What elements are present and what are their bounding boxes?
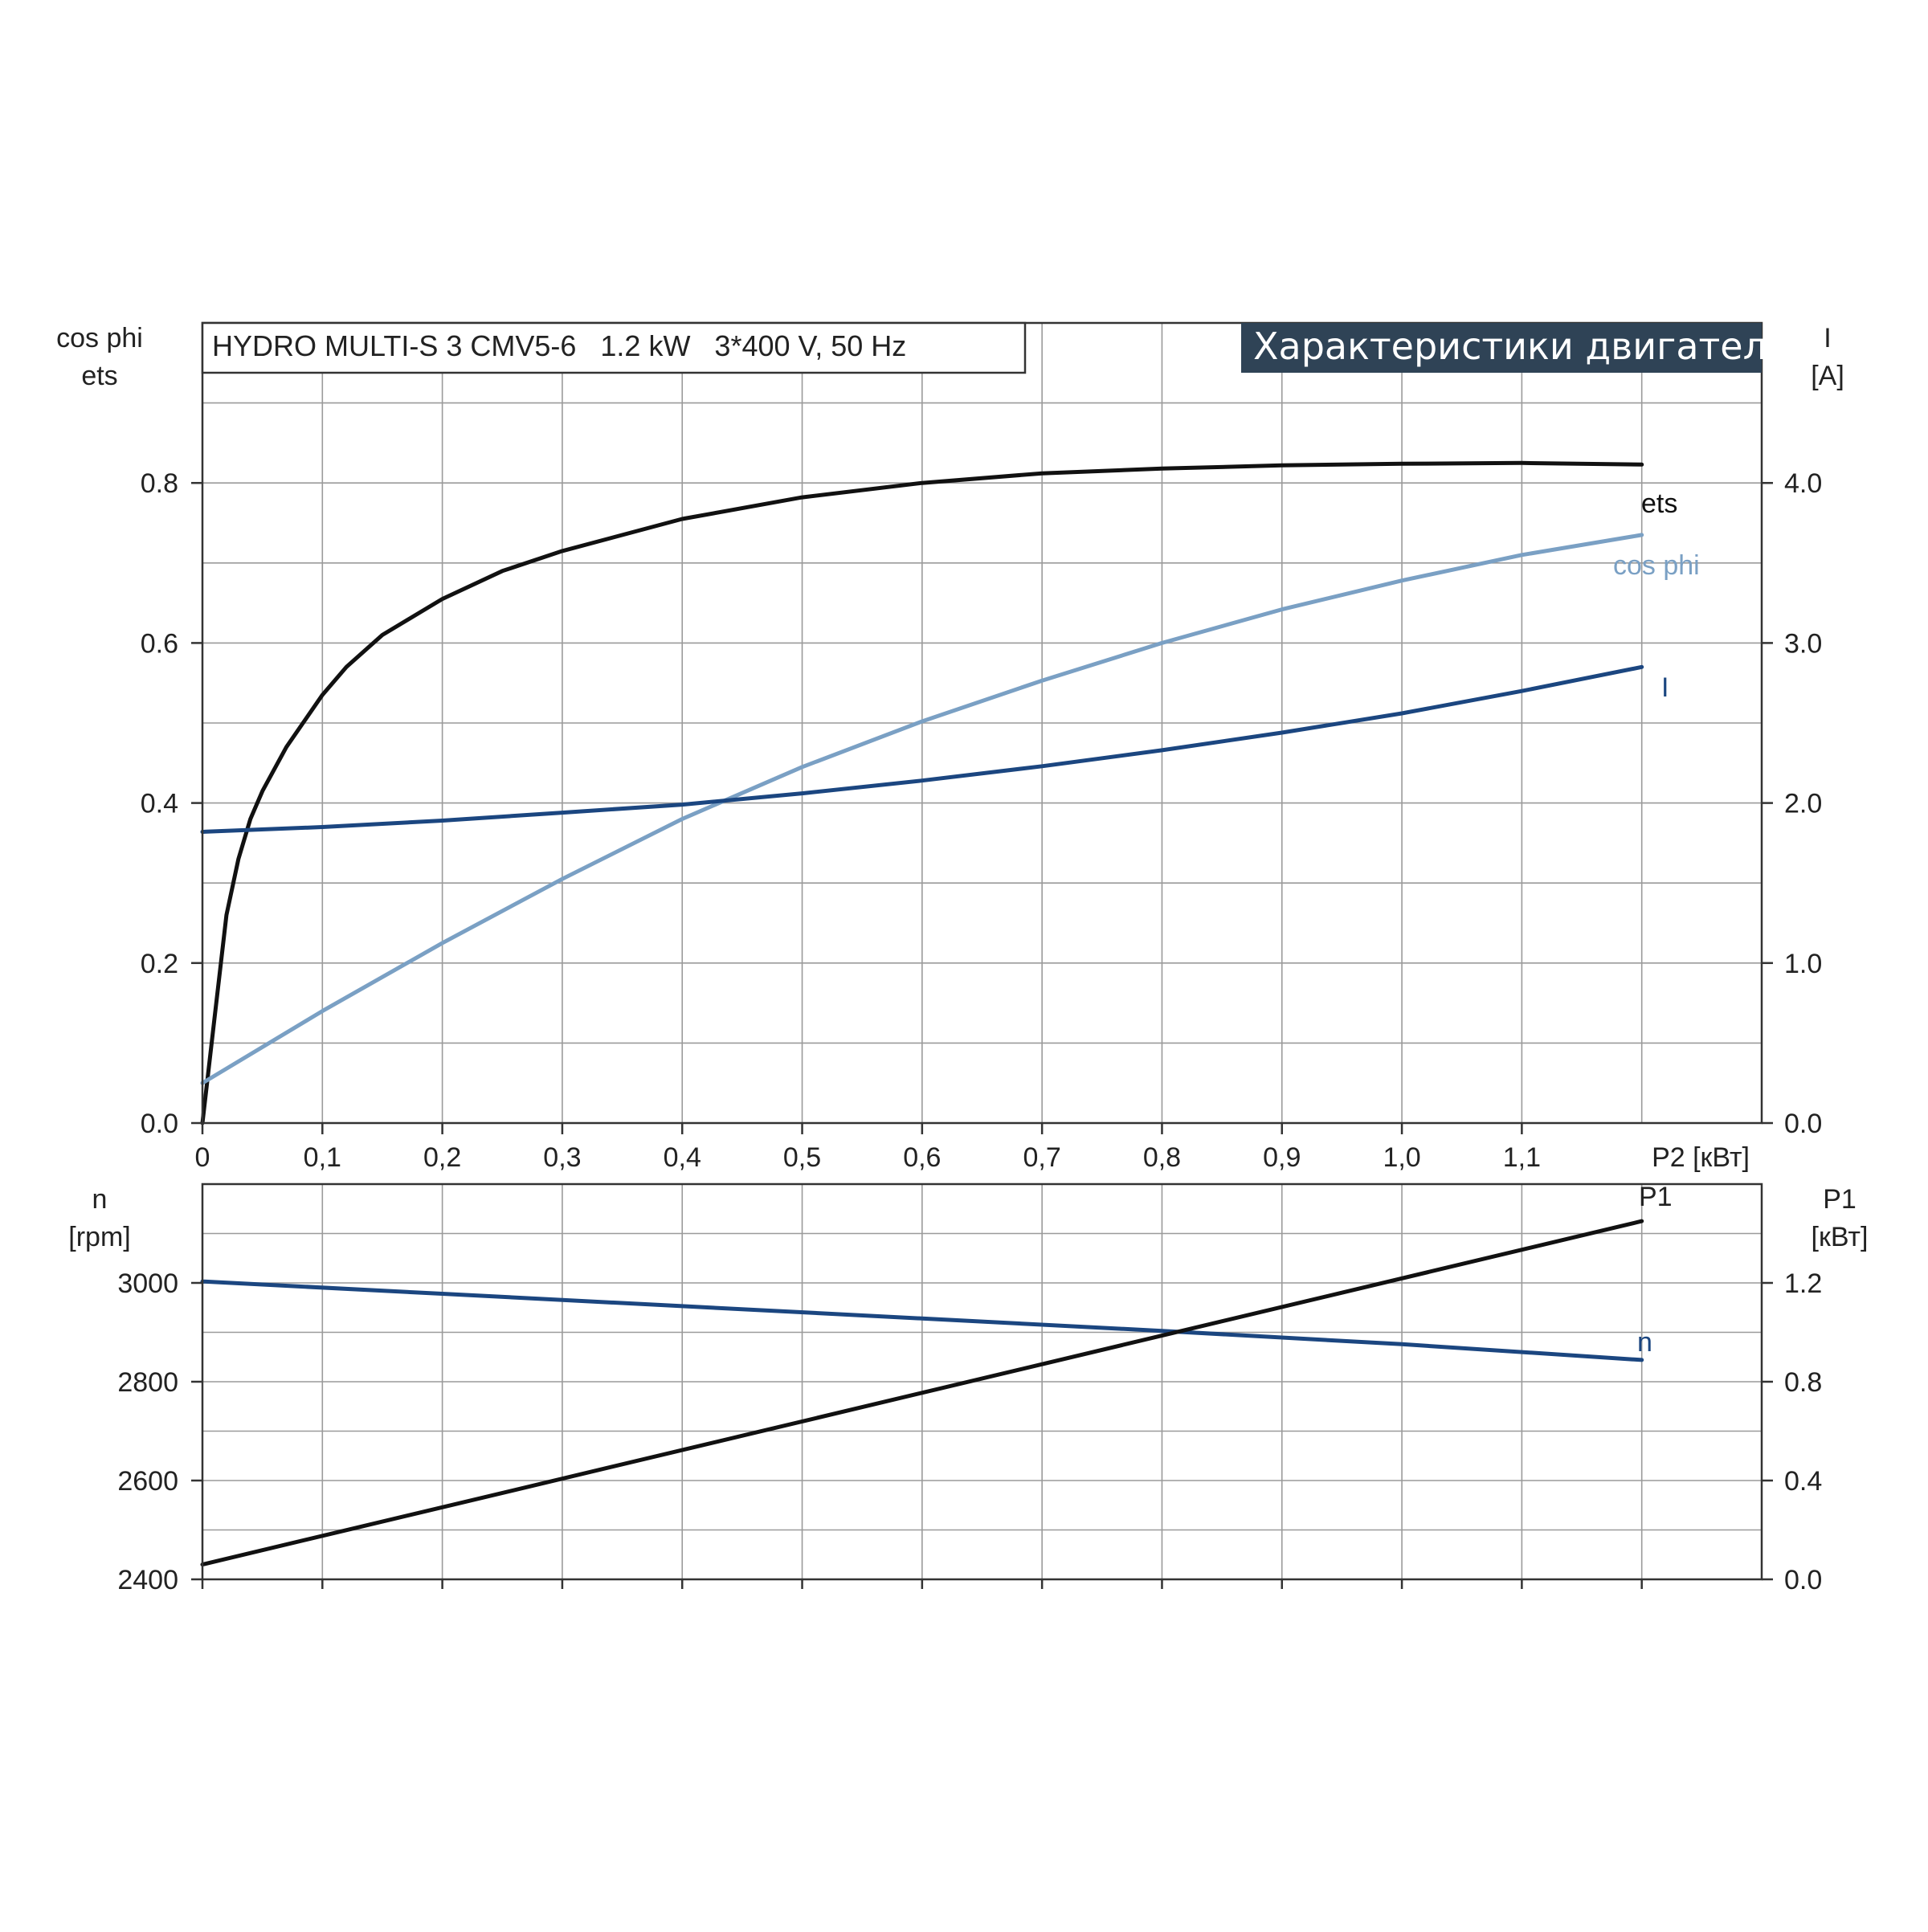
x-tick-label: 1,0 — [1383, 1142, 1420, 1173]
top-left-axis-title-line1: cos phi — [56, 323, 143, 353]
series-I-line — [200, 664, 1644, 834]
top-left-tick-label: 0.0 — [141, 1109, 178, 1139]
x-tick-label: 0,6 — [903, 1142, 941, 1173]
top-right-tick-label: 0.0 — [1784, 1109, 1822, 1139]
top-right-tick-label: 3.0 — [1784, 628, 1822, 659]
bottom-left-tick-label: 2400 — [117, 1565, 178, 1595]
x-tick-label: 0,2 — [423, 1142, 461, 1173]
series-ets-line — [200, 460, 1644, 1125]
bottom-left-tick-label: 2800 — [117, 1367, 178, 1398]
bottom-left-axis-title-line2: [rpm] — [68, 1222, 130, 1252]
series-P1-line — [200, 1219, 1644, 1566]
bottom-right-tick-label: 0.8 — [1784, 1367, 1822, 1398]
tick-label-layer: ets cos phi I 0.0 0.2 0.4 0.6 0.8 0.0 1.0 2.0 3.0 4.… — [56, 323, 1868, 1595]
series-layer — [200, 460, 1644, 1566]
banner-title: Характеристики двигателя — [1253, 325, 1789, 368]
bottom-right-tick-label: 0.4 — [1784, 1466, 1822, 1497]
x-tick-label: 0,4 — [664, 1142, 701, 1173]
top-left-tick-label: 0.8 — [141, 468, 178, 499]
top-left-axis-title-line2: ets — [81, 361, 117, 391]
bottom-right-tick-label: 0.0 — [1784, 1565, 1822, 1595]
info-box-frame — [201, 321, 1027, 374]
frame-layer — [191, 321, 1773, 1589]
top-left-tick-label: 0.6 — [141, 628, 178, 659]
top-left-tick-label: 0.4 — [141, 789, 178, 819]
bottom-left-tick-label: 3000 — [117, 1268, 178, 1299]
top-left-tick-label: 0.2 — [141, 949, 178, 979]
top-right-tick-label: 2.0 — [1784, 789, 1822, 819]
series-label-P1: P1 — [1639, 1182, 1673, 1212]
x-tick-label: 0,9 — [1263, 1142, 1301, 1173]
top-right-tick-label: 1.0 — [1784, 949, 1822, 979]
top-right-tick-label: 4.0 — [1784, 468, 1822, 499]
x-tick-label: 0 — [195, 1142, 210, 1173]
bottom-right-axis-title-line2: [кВт] — [1812, 1222, 1869, 1252]
series-label-cos-phi: cos phi — [1613, 550, 1700, 581]
bottom-right-tick-label: 1.2 — [1784, 1268, 1822, 1299]
x-tick-label: 0,8 — [1143, 1142, 1181, 1173]
header-layer: HYDRO MULTI-S 3 CMV5-6 1.2 kW 3*400 V, 5… — [201, 321, 1789, 374]
bottom-left-axis-title-line1: n — [92, 1184, 108, 1215]
bottom-left-tick-label: 2600 — [117, 1466, 178, 1497]
series-label-n: n — [1637, 1327, 1652, 1358]
info-box-text: HYDRO MULTI-S 3 CMV5-6 1.2 kW 3*400 V, 5… — [212, 329, 906, 362]
x-tick-label: 0,7 — [1023, 1142, 1061, 1173]
series-cos-phi-line — [200, 533, 1644, 1085]
bottom-right-axis-title-line1: P1 — [1823, 1184, 1857, 1215]
top-right-axis-title-line1: I — [1824, 323, 1831, 353]
series-n-line — [200, 1279, 1644, 1362]
x-axis-title: P2 [кВт] — [1652, 1142, 1750, 1173]
x-tick-label: 1,1 — [1503, 1142, 1541, 1173]
top-right-axis-title-line2: [A] — [1811, 361, 1844, 391]
grid-layer — [202, 323, 1762, 1579]
series-label-ets: ets — [1641, 488, 1677, 519]
x-tick-label: 0,3 — [543, 1142, 581, 1173]
x-tick-label: 0,5 — [783, 1142, 821, 1173]
x-tick-label: 0,1 — [304, 1142, 341, 1173]
series-label-I: I — [1661, 672, 1669, 703]
banner-background — [1241, 323, 1762, 373]
